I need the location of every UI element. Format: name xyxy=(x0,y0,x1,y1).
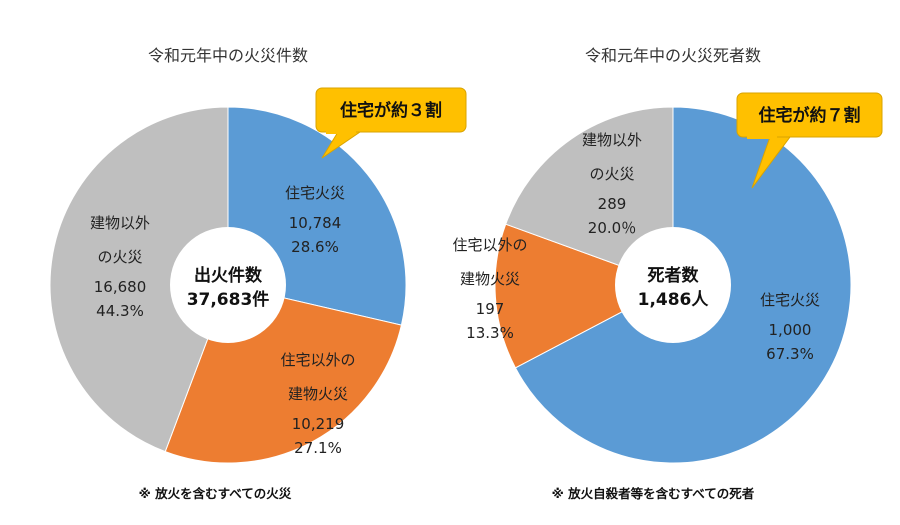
callout-text: 住宅が約７割 xyxy=(759,105,861,126)
slice-value-label: 10,219 xyxy=(292,415,345,433)
slice-value-label: 289 xyxy=(598,195,627,213)
callout-joint xyxy=(326,130,356,134)
callout-box xyxy=(315,87,467,133)
callout-bubble: 住宅が約７割 xyxy=(736,92,883,189)
chart-title: 令和元年中の火災件数 xyxy=(148,46,308,65)
slice-label-group: 住宅火災 10,784 28.6% xyxy=(285,184,345,256)
slice-value-label: 1,000 xyxy=(769,321,812,339)
center-label-total: 1,486人 xyxy=(638,290,710,310)
slice-category-label: 建物以外 xyxy=(90,214,150,232)
donut-hole xyxy=(170,227,286,343)
center-label-title: 出火件数 xyxy=(194,265,263,286)
slice-category-label: の火災 xyxy=(97,248,142,266)
slice-label-group: 住宅火災 1,000 67.3% xyxy=(760,291,820,363)
slice-percent-label: 67.3% xyxy=(766,345,814,363)
slice-percent-label: 27.1% xyxy=(294,439,342,457)
slice-category-label: の火災 xyxy=(589,165,634,183)
footnote: ※ 放火を含むすべての火災 xyxy=(139,486,292,501)
center-label-total: 37,683件 xyxy=(187,289,270,310)
slice-category-label: 建物以外 xyxy=(582,131,642,149)
callout-bubble: 住宅が約３割 xyxy=(315,87,467,159)
slice-percent-label: 44.3% xyxy=(96,302,144,320)
slice-value-label: 16,680 xyxy=(94,278,147,296)
slice-category-label: 建物火災 xyxy=(460,270,520,288)
slice-category-label: 住宅火災 xyxy=(760,291,820,309)
slice-value-label: 197 xyxy=(476,300,505,318)
slice-percent-label: 13.3% xyxy=(466,324,514,342)
callout-box xyxy=(736,92,883,138)
slice-percent-label: 20.0％ xyxy=(588,219,636,237)
footnote: ※ 放火自殺者等を含むすべての死者 xyxy=(552,486,755,501)
slice-category-label: 住宅火災 xyxy=(285,184,345,202)
chart-title: 令和元年中の火災死者数 xyxy=(585,46,761,65)
callout-text: 住宅が約３割 xyxy=(340,100,442,121)
pie-slice xyxy=(494,223,675,369)
slice-value-label: 10,784 xyxy=(289,214,342,232)
center-label-title: 死者数 xyxy=(648,265,700,286)
pie-slice xyxy=(505,106,674,286)
slice-category-label: 建物火災 xyxy=(288,385,348,403)
slice-category-label: 住宅以外の xyxy=(280,351,355,369)
pie-slice xyxy=(49,106,229,453)
donut-hole xyxy=(615,227,731,343)
slice-percent-label: 28.6% xyxy=(291,238,339,256)
slice-category-label: 住宅以外の xyxy=(452,236,527,254)
callout-joint xyxy=(747,135,777,139)
